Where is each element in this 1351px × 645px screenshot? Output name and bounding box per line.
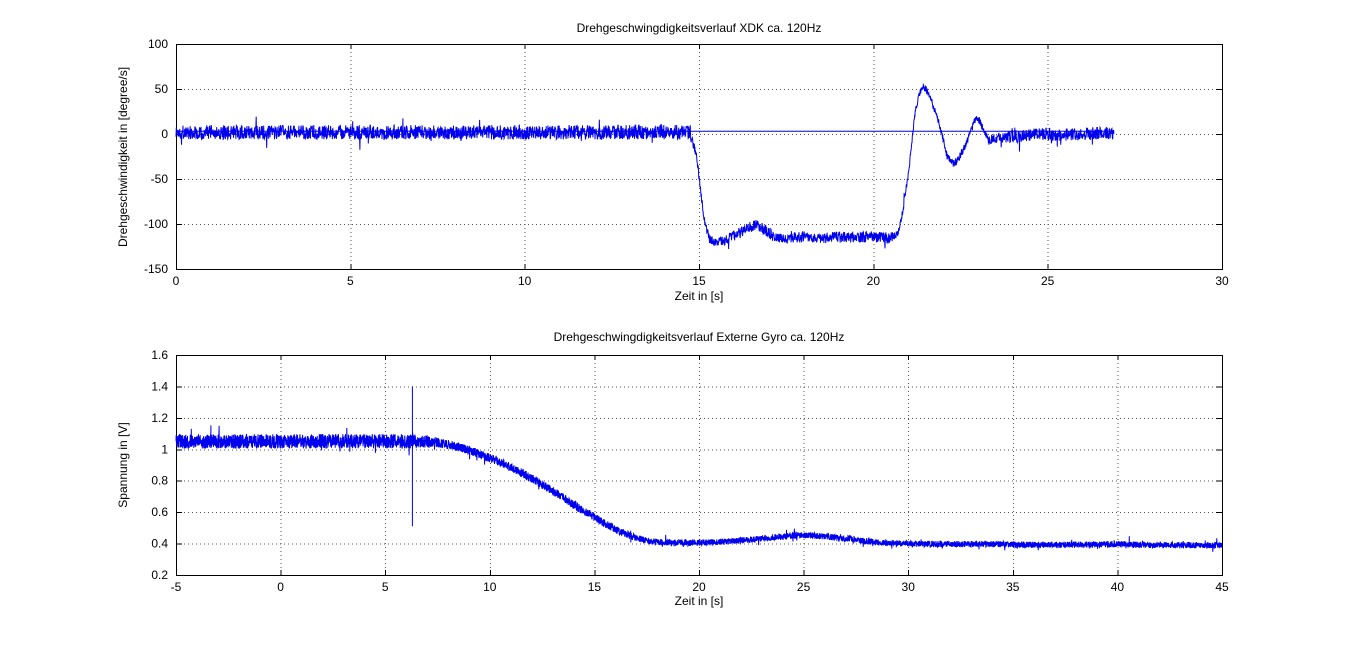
x-tick-label: 15 (588, 580, 602, 594)
chart2-xlabel: Zeit in [s] (674, 594, 724, 608)
y-tick-label: 1.4 (151, 379, 168, 393)
x-tick-label: 10 (483, 580, 497, 594)
x-tick-label: 25 (797, 580, 811, 594)
y-tick-label: 50 (155, 82, 169, 96)
y-tick-label: 0 (161, 127, 168, 141)
y-tick-label: -150 (144, 262, 168, 276)
y-tick-label: 0.6 (151, 505, 168, 519)
chart2-title: Drehgeschwingdigkeitsverlauf Externe Gyr… (553, 330, 845, 344)
y-tick-label: 1.2 (151, 411, 168, 425)
y-tick-label: 1.6 (151, 348, 168, 362)
x-tick-label: 30 (1215, 274, 1229, 288)
y-tick-label: -50 (151, 172, 169, 186)
y-tick-label: 0.8 (151, 474, 168, 488)
x-tick-label: 5 (382, 580, 389, 594)
series-gyro-voltage-signal (175, 425, 1223, 552)
x-tick-label: 45 (1215, 580, 1229, 594)
y-tick-label: -100 (144, 217, 168, 231)
x-tick-label: 15 (692, 274, 706, 288)
x-tick-label: 0 (173, 274, 180, 288)
x-tick-label: 25 (1041, 274, 1055, 288)
x-tick-label: -5 (171, 580, 182, 594)
x-tick-label: 20 (692, 580, 706, 594)
y-tick-label: 1 (161, 442, 168, 456)
x-tick-label: 0 (277, 580, 284, 594)
y-tick-label: 0.2 (151, 568, 168, 582)
x-tick-label: 35 (1006, 580, 1020, 594)
x-tick-label: 40 (1111, 580, 1125, 594)
chart1-title: Drehgeschwingdigkeitsverlauf XDK ca. 120… (576, 21, 822, 35)
series-xdk-rotation-signal (175, 82, 1115, 250)
y-tick-label: 100 (148, 37, 168, 51)
x-tick-label: 20 (867, 274, 881, 288)
x-tick-label: 5 (347, 274, 354, 288)
chart1-xlabel: Zeit in [s] (674, 289, 724, 303)
y-tick-label: 0.4 (151, 537, 168, 551)
x-tick-label: 10 (518, 274, 532, 288)
x-tick-label: 30 (902, 580, 916, 594)
